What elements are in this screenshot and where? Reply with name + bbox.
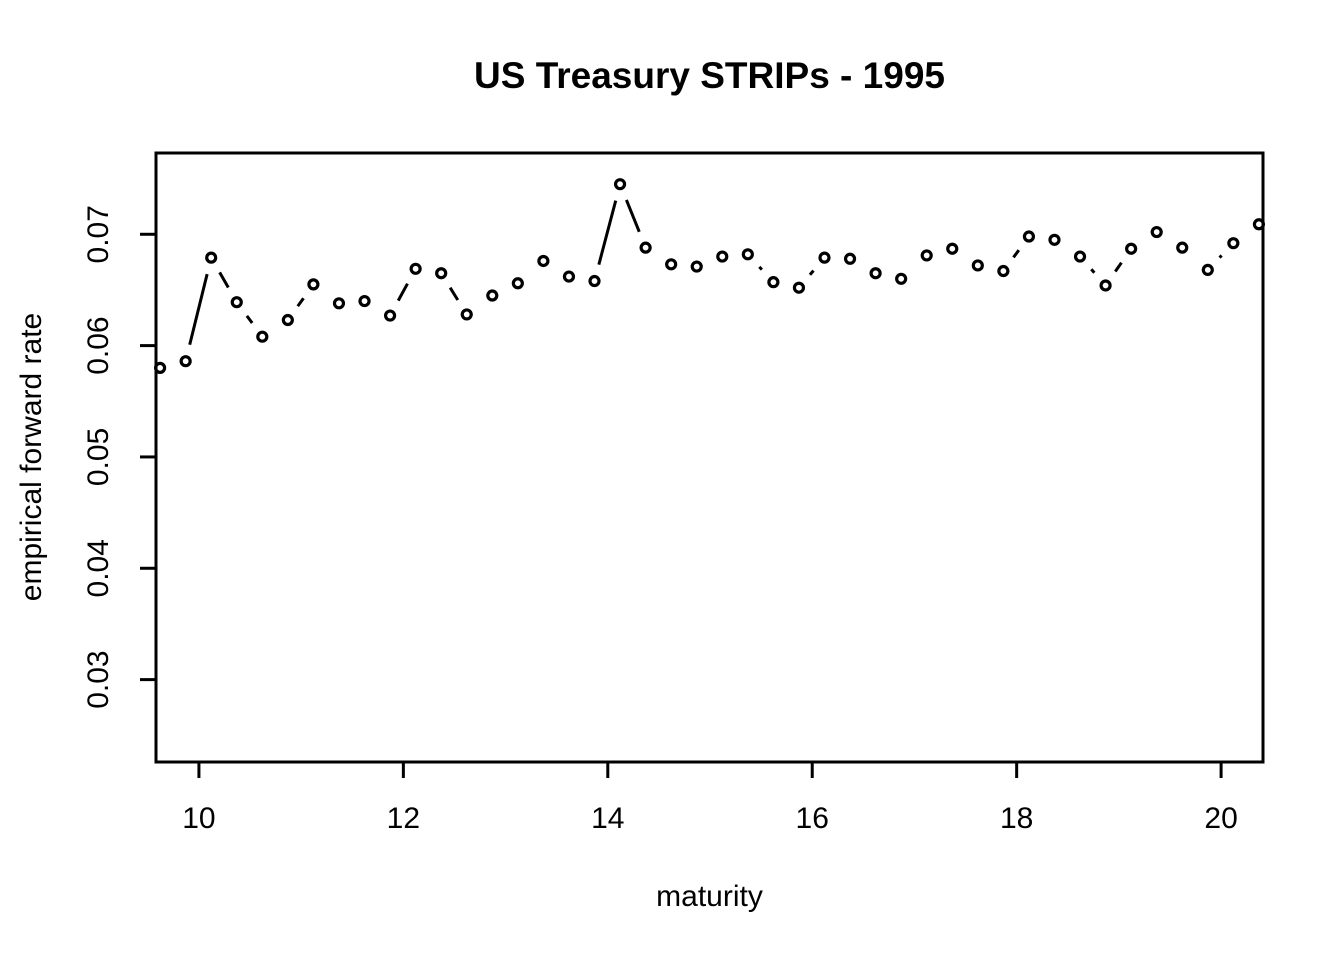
plot-box xyxy=(154,151,1265,764)
data-point xyxy=(562,270,576,283)
y-tick-label: 0.07 xyxy=(82,205,115,263)
series-segment xyxy=(296,297,305,308)
series-segment xyxy=(1012,249,1021,259)
data-point xyxy=(1176,241,1189,254)
data-point xyxy=(869,267,882,280)
series-segment xyxy=(1090,268,1096,274)
series-segment xyxy=(218,271,230,289)
series-segment xyxy=(448,286,460,301)
data-point xyxy=(1150,225,1163,239)
data-point xyxy=(256,330,269,343)
y-axis-label: empirical forward rate xyxy=(15,312,48,602)
series-segment xyxy=(1218,254,1223,259)
data-point xyxy=(1099,279,1112,292)
y-tick-label: 0.06 xyxy=(82,316,115,374)
series-segment xyxy=(188,273,209,346)
data-point xyxy=(690,260,703,273)
data-point xyxy=(1227,237,1240,250)
series-segment xyxy=(625,199,641,233)
x-tick-label: 14 xyxy=(591,802,624,835)
data-point xyxy=(281,313,294,327)
data-point xyxy=(486,289,499,302)
data-point xyxy=(792,281,806,294)
x-tick-label: 12 xyxy=(387,802,420,835)
data-point xyxy=(843,252,857,265)
data-point xyxy=(639,241,652,254)
series-segment xyxy=(758,265,763,271)
data-point xyxy=(818,251,831,264)
data-point xyxy=(1048,233,1061,246)
data-point xyxy=(205,251,218,264)
y-tick-label: 0.04 xyxy=(82,539,115,597)
data-point xyxy=(383,309,397,322)
data-point xyxy=(971,259,984,272)
data-point xyxy=(1073,250,1087,263)
x-axis-label: maturity xyxy=(656,880,763,913)
data-point xyxy=(1125,242,1138,255)
chart-title: US Treasury STRIPs - 1995 xyxy=(474,55,945,96)
data-point xyxy=(741,248,754,261)
data-point xyxy=(1022,230,1036,243)
y-tick-label: 0.03 xyxy=(82,650,115,708)
data-point xyxy=(665,258,678,271)
data-point xyxy=(997,264,1010,278)
y-tick-label: 0.05 xyxy=(82,428,115,486)
data-point xyxy=(460,308,473,321)
data-point xyxy=(230,296,243,309)
data-point xyxy=(307,278,320,291)
data-point xyxy=(1201,263,1214,277)
data-point xyxy=(332,297,346,310)
data-point xyxy=(179,355,192,368)
data-point xyxy=(920,249,933,262)
series-segment xyxy=(597,200,618,265)
series-segment xyxy=(245,314,254,324)
data-point xyxy=(537,254,550,268)
data-point xyxy=(613,178,627,191)
data-point xyxy=(588,274,601,288)
data-point xyxy=(716,250,729,263)
data-point xyxy=(946,242,959,255)
series-segment xyxy=(808,269,815,276)
data-point xyxy=(511,277,524,290)
data-point xyxy=(435,267,448,280)
x-tick-label: 10 xyxy=(182,802,215,835)
data-point xyxy=(767,276,780,289)
x-tick-label: 18 xyxy=(1000,802,1033,835)
x-tick-label: 20 xyxy=(1204,802,1237,835)
data-point xyxy=(409,262,422,275)
data-point xyxy=(358,294,371,308)
x-tick-label: 16 xyxy=(796,802,829,835)
data-point xyxy=(895,272,908,285)
series-segment xyxy=(1114,261,1123,273)
series-segment xyxy=(396,282,409,302)
